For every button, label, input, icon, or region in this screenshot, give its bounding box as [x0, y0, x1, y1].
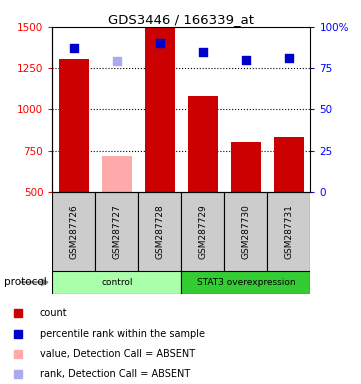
Bar: [138, 192, 181, 271]
Text: count: count: [40, 308, 68, 318]
Bar: [145, 27, 175, 192]
Text: value, Detection Call = ABSENT: value, Detection Call = ABSENT: [40, 349, 195, 359]
Point: [71, 45, 77, 51]
Text: GSM287731: GSM287731: [284, 204, 293, 259]
Point: [243, 57, 249, 63]
Point: [157, 40, 163, 46]
Text: control: control: [101, 278, 132, 287]
Text: GSM287726: GSM287726: [69, 204, 78, 259]
Text: GSM287727: GSM287727: [112, 204, 121, 259]
Bar: [231, 142, 261, 192]
Bar: [274, 137, 304, 192]
Bar: [52, 271, 182, 294]
Point: [286, 55, 292, 61]
Bar: [188, 96, 218, 192]
Text: STAT3 overexpression: STAT3 overexpression: [197, 278, 295, 287]
Bar: [59, 59, 89, 192]
Text: protocol: protocol: [4, 277, 46, 287]
Bar: [95, 192, 138, 271]
Bar: [225, 192, 268, 271]
Bar: [52, 192, 95, 271]
Bar: [181, 192, 225, 271]
Point: [114, 58, 120, 64]
Text: GSM287728: GSM287728: [155, 204, 164, 259]
Text: percentile rank within the sample: percentile rank within the sample: [40, 329, 205, 339]
Bar: [181, 271, 310, 294]
Bar: [102, 156, 132, 192]
Text: GSM287729: GSM287729: [199, 204, 208, 259]
Bar: [268, 192, 310, 271]
Point: [200, 50, 206, 56]
Text: GSM287730: GSM287730: [242, 204, 251, 259]
Text: rank, Detection Call = ABSENT: rank, Detection Call = ABSENT: [40, 369, 190, 379]
Title: GDS3446 / 166339_at: GDS3446 / 166339_at: [108, 13, 255, 26]
